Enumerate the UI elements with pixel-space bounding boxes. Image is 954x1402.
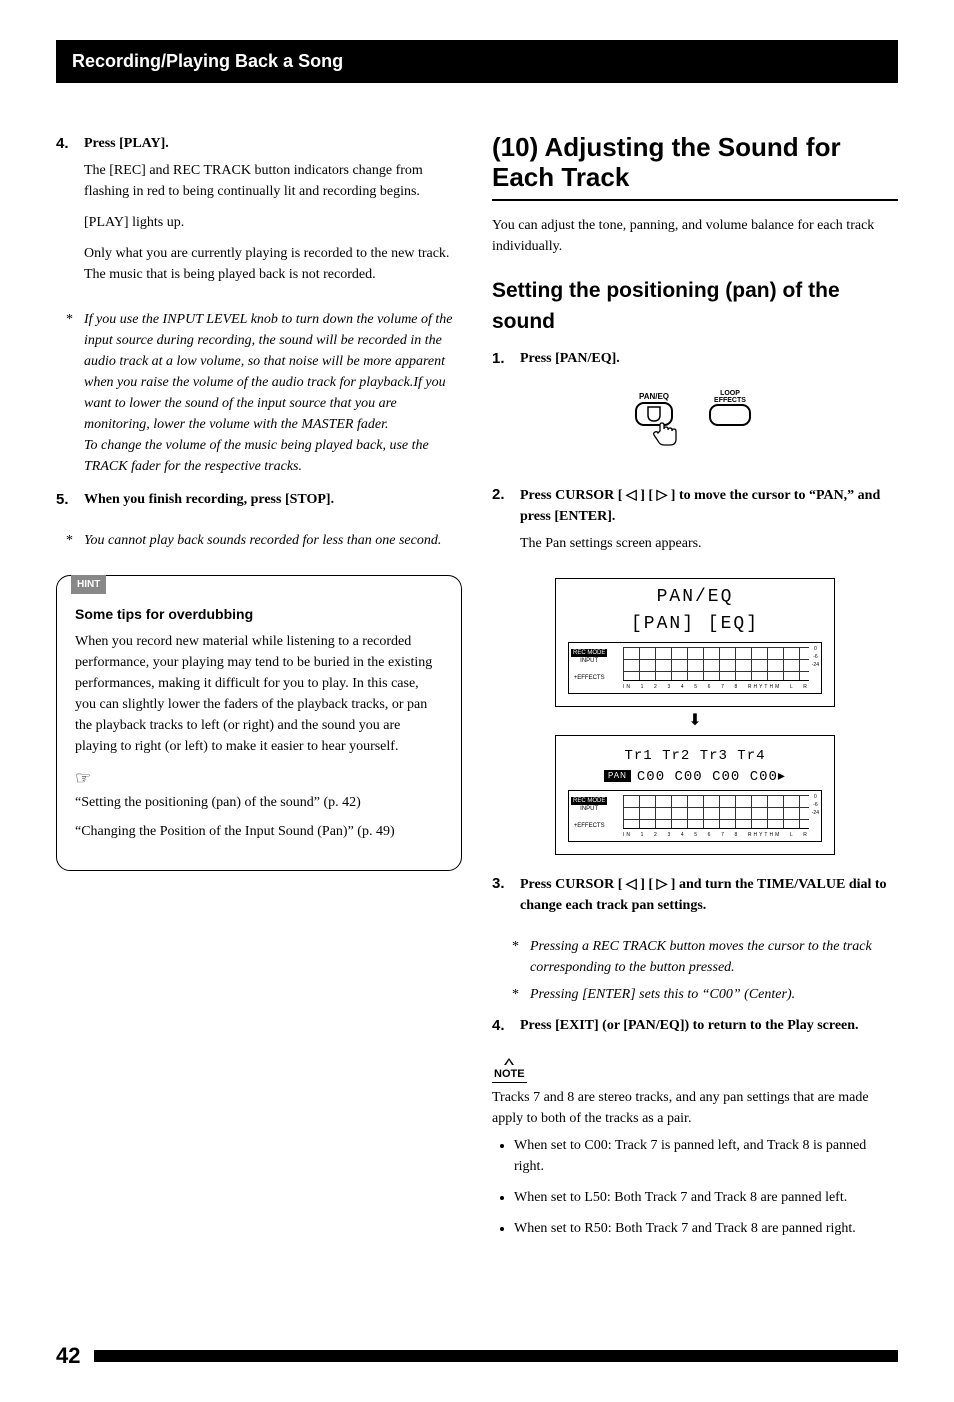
cursor-right-icon: ▷ xyxy=(657,486,668,502)
step-para: The [REC] and REC TRACK button indicator… xyxy=(84,160,462,202)
led-icon xyxy=(648,407,660,421)
meter-scale-right: 0 -6 -24 xyxy=(812,793,819,817)
page-header-bar: Recording/Playing Back a Song xyxy=(56,40,898,83)
cursor-hand-icon xyxy=(654,423,676,445)
lcd-title-1: PAN/EQ xyxy=(568,587,822,609)
button-figure: PAN/EQ LOOP EFFECTS xyxy=(492,389,898,466)
hint-title: Some tips for overdubbing xyxy=(75,604,443,625)
cursor-left-icon: ◁ xyxy=(626,875,637,891)
note-text: Pressing [ENTER] sets this to “C00” (Cen… xyxy=(530,984,898,1005)
meter-scale-bottom: IN 1 2 3 4 5 6 7 8 RHYTHM L R xyxy=(623,684,809,692)
meter-left-labels: REC MODE INPUT +EFFECTS xyxy=(571,797,607,831)
meter-scale-bottom: IN 1 2 3 4 5 6 7 8 RHYTHM L R xyxy=(623,832,809,840)
step-title: When you finish recording, press [STOP]. xyxy=(84,489,462,510)
footnote: * You cannot play back sounds recorded f… xyxy=(56,530,462,551)
bullet-list: When set to C00: Track 7 is panned left,… xyxy=(492,1135,898,1239)
step-title: Press [EXIT] (or [PAN/EQ]) to return to … xyxy=(520,1015,898,1036)
note-star: * xyxy=(66,309,84,477)
lcd-screen-bottom: Tr1 Tr2 Tr3 Tr4 PANC00 C00 C00 C00▸ REC … xyxy=(555,735,835,855)
cursor-left-icon: ◁ xyxy=(626,486,637,502)
content-columns: 4. Press [PLAY]. The [REC] and REC TRACK… xyxy=(56,133,898,1249)
step-para: Only what you are currently playing is r… xyxy=(84,243,462,285)
down-arrow-icon: ⬇ xyxy=(492,709,898,733)
step-number: 4. xyxy=(492,1015,520,1042)
cursor-right-icon: ▷ xyxy=(657,875,668,891)
note-text: If you use the INPUT LEVEL knob to turn … xyxy=(84,309,462,477)
step-number: 1. xyxy=(492,348,520,375)
note-star: * xyxy=(512,936,530,978)
step-4: 4. Press [PLAY]. The [REC] and REC TRACK… xyxy=(56,133,462,295)
step-number: 2. xyxy=(492,484,520,564)
step-body: Press [PLAY]. The [REC] and REC TRACK bu… xyxy=(84,133,462,295)
step-4r: 4. Press [EXIT] (or [PAN/EQ]) to return … xyxy=(492,1015,898,1042)
section-title: (10) Adjusting the Sound for Each Track xyxy=(492,133,898,201)
list-item: When set to R50: Both Track 7 and Track … xyxy=(514,1218,898,1239)
left-column: 4. Press [PLAY]. The [REC] and REC TRACK… xyxy=(56,133,462,1249)
step-5: 5. When you finish recording, press [STO… xyxy=(56,489,462,516)
lcd-track-row: Tr1 Tr2 Tr3 Tr4 xyxy=(568,748,822,765)
page-number: 42 xyxy=(56,1339,80,1372)
hint-ref: “Changing the Position of the Input Soun… xyxy=(75,821,443,842)
step-title: Press CURSOR [ ◁ ] [ ▷ ] to move the cur… xyxy=(520,484,898,527)
note-body: Tracks 7 and 8 are stereo tracks, and an… xyxy=(492,1087,898,1129)
meter-left-labels: REC MODE INPUT +EFFECTS xyxy=(571,649,607,683)
list-item: When set to L50: Both Track 7 and Track … xyxy=(514,1187,898,1208)
hand-icon: ☞ xyxy=(75,765,443,792)
lcd-screen-top: PAN/EQ [PAN] [EQ] REC MODE INPUT +EFFECT… xyxy=(555,578,835,707)
step-number: 5. xyxy=(56,489,84,516)
step-number: 3. xyxy=(492,873,520,922)
meter-grid xyxy=(623,795,809,829)
section-intro: You can adjust the tone, panning, and vo… xyxy=(492,215,898,257)
hint-label: HINT xyxy=(71,575,106,594)
hint-box: HINT Some tips for overdubbing When you … xyxy=(56,575,462,871)
meter-grid xyxy=(623,647,809,681)
step-1: 1. Press [PAN/EQ]. xyxy=(492,348,898,375)
step-body: Press [PAN/EQ]. xyxy=(520,348,898,375)
step-number: 4. xyxy=(56,133,84,295)
step-title: Press [PAN/EQ]. xyxy=(520,348,898,369)
note-star: * xyxy=(66,530,84,551)
meter-scale-right: 0 -6 -24 xyxy=(812,645,819,669)
hint-body: When you record new material while liste… xyxy=(75,631,443,757)
step-title: Press CURSOR [ ◁ ] [ ▷ ] and turn the TI… xyxy=(520,873,898,916)
footnote: * If you use the INPUT LEVEL knob to tur… xyxy=(56,309,462,477)
loopfx-button xyxy=(710,405,750,425)
step-para: The Pan settings screen appears. xyxy=(520,533,898,554)
note-text: You cannot play back sounds recorded for… xyxy=(84,530,462,551)
list-item: When set to C00: Track 7 is panned left,… xyxy=(514,1135,898,1177)
footnote: * Pressing [ENTER] sets this to “C00” (C… xyxy=(492,984,898,1005)
lcd-meter: REC MODE INPUT +EFFECTS 0 -6 -24 IN 1 2 xyxy=(568,790,822,842)
step-body: Press [EXIT] (or [PAN/EQ]) to return to … xyxy=(520,1015,898,1042)
loop-label: LOOP xyxy=(720,390,740,397)
header-title: Recording/Playing Back a Song xyxy=(72,51,343,71)
step-body: When you finish recording, press [STOP]. xyxy=(84,489,462,516)
step-2: 2. Press CURSOR [ ◁ ] [ ▷ ] to move the … xyxy=(492,484,898,564)
step-body: Press CURSOR [ ◁ ] [ ▷ ] and turn the TI… xyxy=(520,873,898,922)
note-label: NOTE xyxy=(492,1066,527,1084)
note-text: Pressing a REC TRACK button moves the cu… xyxy=(530,936,898,978)
step-title: Press [PLAY]. xyxy=(84,133,462,154)
subsection-title: Setting the positioning (pan) of the sou… xyxy=(492,275,898,338)
lcd-pan-row: PANC00 C00 C00 C00▸ xyxy=(568,769,822,786)
lcd-figure: PAN/EQ [PAN] [EQ] REC MODE INPUT +EFFECT… xyxy=(492,578,898,855)
step-body: Press CURSOR [ ◁ ] [ ▷ ] to move the cur… xyxy=(520,484,898,564)
footer-bar xyxy=(94,1350,898,1362)
lcd-meter: REC MODE INPUT +EFFECTS 0 -6 -24 IN 1 2 xyxy=(568,642,822,694)
step-3: 3. Press CURSOR [ ◁ ] [ ▷ ] and turn the… xyxy=(492,873,898,922)
paneq-label: PAN/EQ xyxy=(639,392,669,401)
right-column: (10) Adjusting the Sound for Each Track … xyxy=(492,133,898,1249)
footnote: * Pressing a REC TRACK button moves the … xyxy=(492,936,898,978)
lcd-title-2: [PAN] [EQ] xyxy=(568,614,822,636)
note-star: * xyxy=(512,984,530,1005)
effects-label: EFFECTS xyxy=(714,397,746,404)
page-footer: 42 xyxy=(56,1339,898,1372)
step-para: [PLAY] lights up. xyxy=(84,212,462,233)
pan-badge: PAN xyxy=(604,770,631,782)
hint-ref: “Setting the positioning (pan) of the so… xyxy=(75,792,443,813)
